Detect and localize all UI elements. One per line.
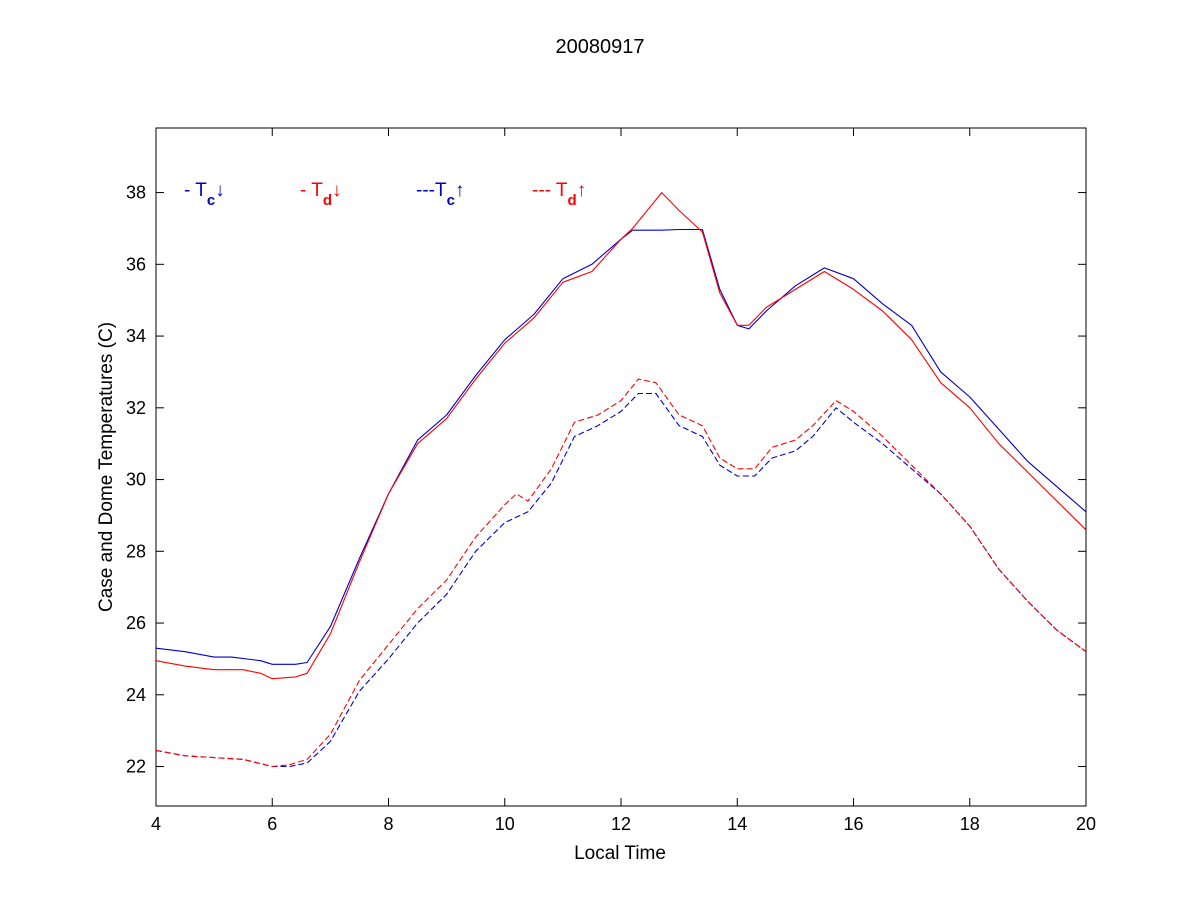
y-tick-label: 30 [126,470,146,490]
legend-entry-1: - Td↓ [300,180,342,209]
y-tick-label: 32 [126,398,146,418]
series-line-0 [155,228,1087,665]
series-layer [155,192,1087,768]
y-axis: 22 24 26 28 30 32 34 36 38 [126,183,1086,777]
y-tick-label: 34 [126,326,146,346]
x-tick-label: 6 [267,814,277,834]
x-tick-label: 14 [727,814,747,834]
y-tick-label: 24 [126,685,146,705]
legend: - Tc↓ - Td↓ ---Tc↑ --- Td↑ [184,180,586,209]
x-tick-label: 16 [843,814,863,834]
y-tick-label: 22 [126,757,146,777]
series-line-2 [155,392,1087,768]
plot-area [155,127,1087,807]
y-axis-label: Case and Dome Temperatures (C) [96,322,117,612]
x-tick-label: 4 [151,814,161,834]
x-tick-label: 18 [960,814,980,834]
x-tick-label: 10 [495,814,515,834]
legend-entry-2: ---Tc↑ [416,180,464,209]
series-line-1 [155,192,1087,680]
y-tick-label: 28 [126,541,146,561]
chart-title: 20080917 [556,36,645,58]
x-tick-label: 20 [1076,814,1096,834]
x-tick-label: 8 [383,814,393,834]
y-tick-label: 26 [126,613,146,633]
legend-entry-0: - Tc↓ [184,180,225,209]
y-tick-label: 38 [126,183,146,203]
x-axis-label: Local Time [574,843,666,864]
x-tick-label: 12 [611,814,631,834]
x-axis: 4 6 8 10 12 14 16 18 20 [151,128,1096,834]
y-tick-label: 36 [126,254,146,274]
legend-entry-3: --- Td↑ [532,180,586,209]
